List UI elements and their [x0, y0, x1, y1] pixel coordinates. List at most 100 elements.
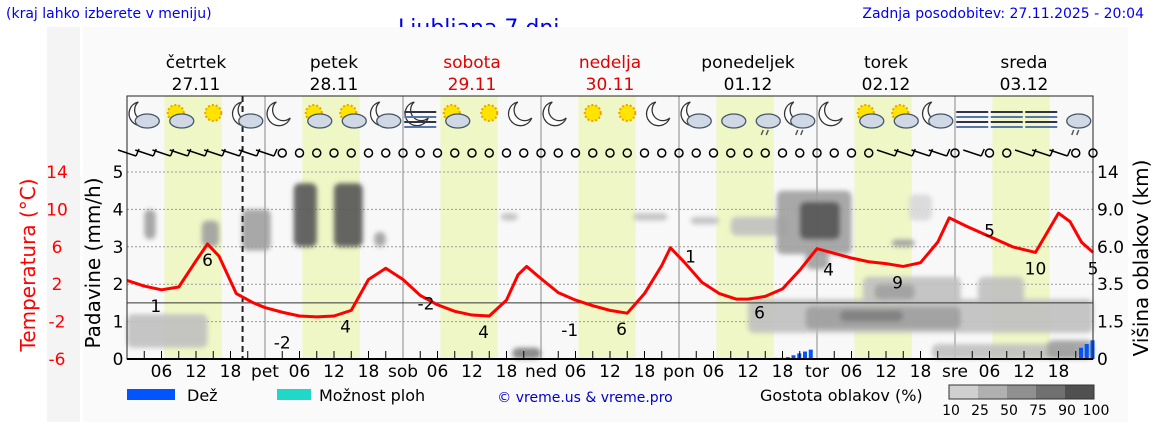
calm-wind-icon — [743, 148, 753, 158]
moon — [818, 101, 843, 127]
day-date: 27.11 — [172, 75, 221, 95]
moon — [542, 101, 567, 127]
calm-wind-icon — [381, 148, 391, 158]
cloud-height-tick-label: 1.5 — [1097, 313, 1124, 333]
temperature-line — [126, 211, 1094, 319]
cloud-height-tick-label: 3.5 — [1097, 275, 1124, 295]
rain-drops — [795, 129, 804, 136]
temperature-label: 6 — [202, 251, 213, 271]
density-legend-swatch — [1065, 385, 1094, 399]
moon-cloud-icon — [231, 101, 264, 129]
cloud-blob — [891, 239, 915, 247]
cloud — [859, 113, 885, 129]
calm-wind-icon — [519, 148, 529, 158]
sun-icon — [583, 104, 602, 122]
moon-icon — [266, 101, 291, 127]
day-date: 01.12 — [724, 75, 773, 95]
wind-barb-icon — [204, 148, 226, 157]
cloud-blob — [334, 183, 363, 247]
temperature-label: 6 — [616, 320, 627, 340]
calm-wind-icon — [622, 148, 632, 158]
cloud — [341, 113, 367, 129]
calm-wind-icon — [657, 148, 667, 158]
sun — [204, 104, 223, 122]
calm-wind-icon — [467, 148, 477, 158]
calm-wind-icon — [415, 148, 425, 158]
x-tick-label: 12 — [599, 362, 621, 382]
cloud — [928, 113, 954, 129]
credit-text: © vreme.us & vreme.pro — [497, 390, 672, 406]
x-tick-label: 18 — [1048, 362, 1070, 382]
sun-cloud-icon — [339, 104, 367, 129]
precip-tick-label: 1 — [113, 313, 124, 333]
calm-wind-icon — [432, 148, 443, 158]
cloud-blob — [500, 213, 518, 221]
precip-tick-label: 3 — [113, 238, 124, 258]
calm-wind-icon — [691, 148, 701, 158]
calm-wind-icon — [484, 148, 494, 158]
wind-barb-icon — [169, 148, 192, 157]
wind-barb-icon — [1032, 148, 1054, 157]
calm-wind-icon — [795, 148, 805, 158]
calm-wind-icon — [605, 148, 615, 158]
x-tick-label: 06 — [703, 362, 725, 382]
x-tick-label: 18 — [634, 362, 656, 382]
wind-barb-icon — [1014, 148, 1037, 157]
calm-wind-icon — [846, 148, 857, 158]
temperature-label: 10 — [1025, 259, 1047, 279]
wind-barb-icon — [152, 148, 175, 157]
temp-tick-label: 10 — [46, 200, 68, 220]
day-name: torek — [864, 53, 908, 73]
moon-cloud-icon — [369, 101, 402, 129]
cloud — [238, 113, 264, 129]
sun — [480, 104, 499, 122]
cloud — [686, 113, 712, 129]
wind-barb-icon — [135, 148, 157, 157]
density-legend-tick: 25 — [971, 403, 989, 419]
temperature-label: 4 — [478, 323, 489, 343]
storm-legend-swatch — [277, 389, 311, 400]
calm-wind-icon — [501, 148, 512, 158]
daylight-band — [578, 96, 636, 359]
cloud-height-tick-label: 14 — [1097, 163, 1119, 183]
day-date: 02.12 — [862, 75, 911, 95]
location-hint: (kraj lahko izberete v meniju) — [6, 6, 212, 22]
precip-bar — [791, 355, 796, 359]
sun-icon — [480, 104, 499, 122]
wind-barb-icon — [1049, 148, 1072, 157]
sun-cloud-icon — [166, 104, 195, 129]
x-tick-label: 06 — [841, 362, 863, 382]
rain-drops — [760, 129, 769, 136]
calm-wind-icon — [570, 148, 581, 158]
calm-wind-icon — [346, 148, 356, 158]
moon-icon — [645, 101, 671, 127]
cloud — [169, 113, 195, 129]
temperature-label: -2 — [274, 333, 291, 353]
cloud-blob — [909, 194, 932, 221]
cloud-blob — [201, 220, 219, 247]
fog-icon — [956, 111, 989, 128]
wind-barb-icon — [186, 148, 209, 157]
sun-icon — [618, 104, 637, 122]
calm-wind-icon — [588, 148, 598, 158]
temperature-label: 1 — [685, 248, 696, 268]
moon-icon — [818, 101, 843, 127]
sun-cloud-icon — [304, 104, 333, 129]
rain-drops — [1071, 129, 1080, 136]
temperature-label: 4 — [823, 260, 834, 280]
rain-legend-label: Dež — [187, 386, 218, 405]
sun-icon — [204, 104, 223, 122]
x-tick-label: 18 — [220, 362, 242, 382]
calm-wind-icon — [760, 148, 770, 158]
day-date: 30.11 — [586, 75, 635, 95]
x-tick-label: 06 — [289, 362, 311, 382]
cloud-blob — [978, 276, 1024, 303]
temperature-label: 6 — [754, 303, 765, 323]
x-tick-label: 18 — [496, 362, 518, 382]
temp-tick-label: 2 — [52, 275, 63, 295]
precip-tick-label: 2 — [113, 275, 124, 295]
calm-wind-icon — [708, 148, 719, 158]
precip-tick-label: 5 — [113, 163, 124, 183]
calm-wind-icon — [363, 148, 374, 158]
